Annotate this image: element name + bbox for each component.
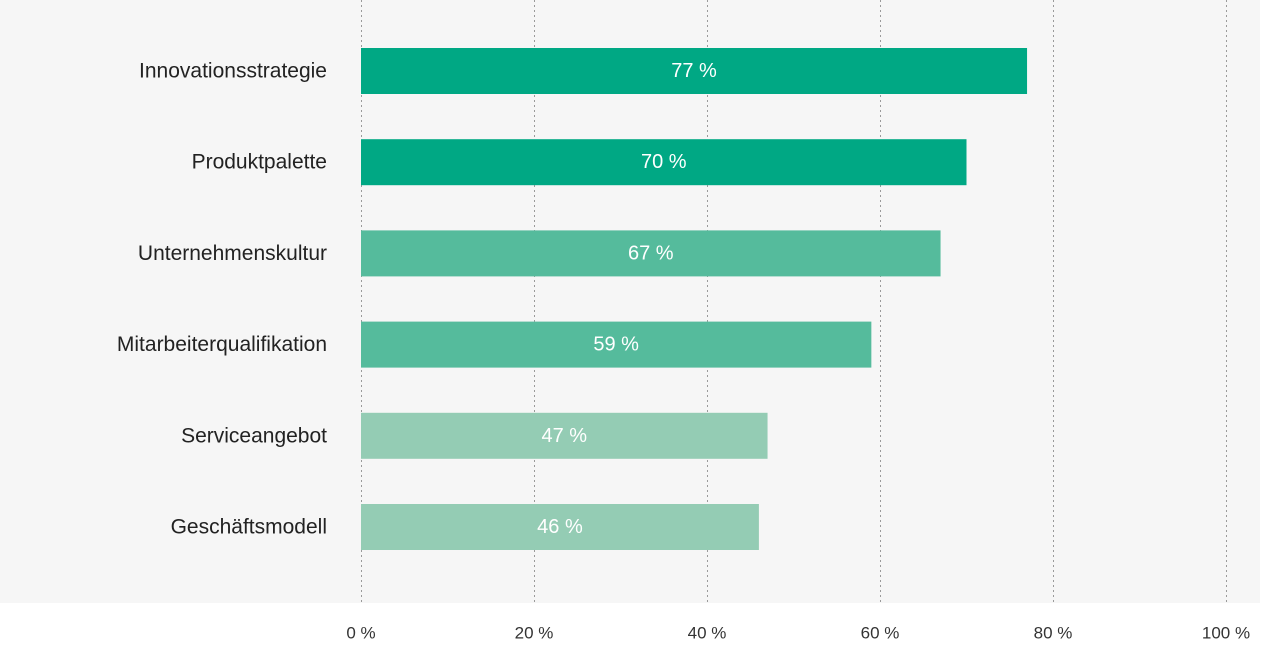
bar-2	[361, 139, 967, 186]
value-label-6: 46 %	[537, 516, 583, 538]
x-tick-label-2: 40 %	[688, 624, 727, 643]
value-label-1: 77 %	[671, 60, 717, 82]
x-tick-label-4: 80 %	[1034, 624, 1073, 643]
value-label-3: 67 %	[628, 242, 674, 264]
value-label-4: 59 %	[593, 334, 639, 356]
bar-3	[361, 230, 941, 277]
bar-1	[361, 48, 1028, 94]
x-tick-label-0: 0 %	[346, 624, 375, 643]
category-label-3: Unternehmenskultur	[138, 242, 327, 265]
x-tick-label-1: 20 %	[515, 624, 554, 643]
plot-background	[0, 0, 1260, 603]
x-axis-ticks: 0 % 20 % 40 % 60 % 80 % 100 %	[346, 624, 1250, 643]
x-tick-label-3: 60 %	[861, 624, 900, 643]
bar-5	[361, 412, 768, 459]
value-label-5: 47 %	[541, 425, 587, 447]
bars	[361, 48, 1028, 550]
category-label-5: Serviceangebot	[181, 424, 327, 447]
bar-4	[361, 321, 872, 368]
category-label-2: Produktpalette	[192, 151, 327, 174]
category-labels: Innovationsstrategie Produktpalette Untern…	[117, 60, 327, 539]
value-labels: 77 % 70 % 67 % 59 % 47 % 46 %	[537, 60, 717, 538]
category-label-6: Geschäftsmodell	[171, 516, 327, 539]
category-label-1: Innovationsstrategie	[139, 60, 327, 83]
gridlines	[361, 0, 1227, 603]
value-label-2: 70 %	[641, 151, 687, 173]
category-label-4: Mitarbeiterqualifikation	[117, 333, 327, 356]
bar-6	[361, 504, 759, 550]
x-tick-label-5: 100 %	[1202, 624, 1250, 643]
